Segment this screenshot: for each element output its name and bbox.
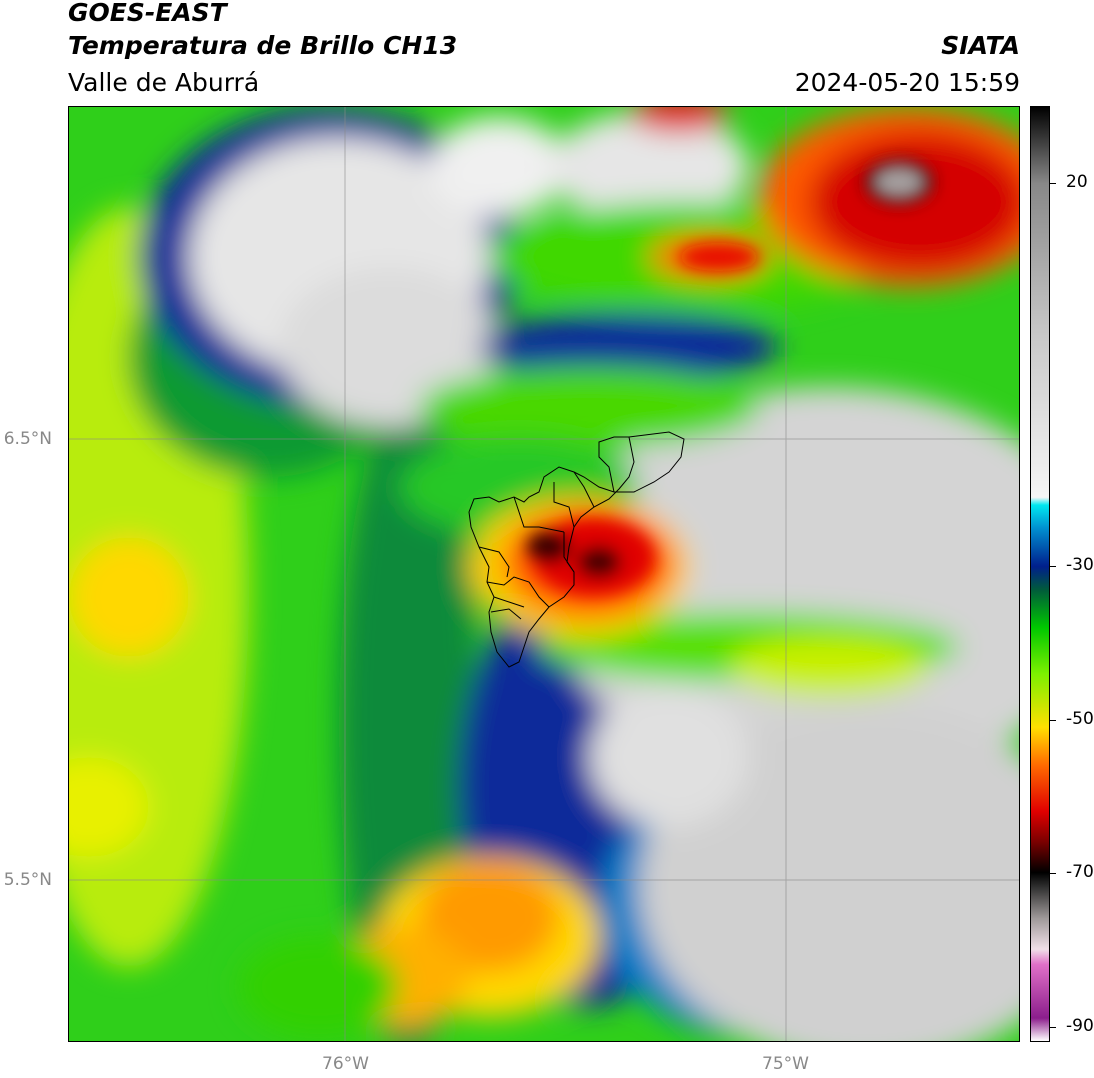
satellite-title: GOES-EAST [68, 0, 227, 27]
colorbar-tick-label: -50 [1066, 708, 1094, 729]
lon-tick-label: 75°W [762, 1054, 809, 1074]
colorbar-tick-mark [1050, 182, 1056, 184]
lat-tick-label: 6.5°N [3, 429, 52, 449]
colorbar-tick-mark [1050, 719, 1056, 721]
colorbar-tick-mark [1050, 1026, 1056, 1028]
colorbar-gradient [1031, 107, 1049, 1041]
graticule [69, 107, 1019, 1041]
cloud-cores [527, 160, 933, 595]
region-subtitle: Valle de Aburrá [68, 68, 260, 97]
colorbar-tick-mark [1050, 566, 1056, 568]
valley-boundary [468, 431, 685, 668]
colorbar-tick-label: -70 [1066, 862, 1094, 883]
datetime-label: 2024-05-20 15:59 [794, 68, 1020, 97]
colorbar-tick-label: -90 [1066, 1015, 1094, 1036]
brightness-temperature-map [68, 106, 1020, 1042]
organization-label: SIATA [941, 31, 1020, 60]
colorbar-tick-label: 20 [1066, 171, 1088, 192]
lat-tick-label: 5.5°N [3, 870, 52, 890]
product-title: Temperatura de Brillo CH13 [68, 31, 458, 60]
cloud-field [69, 107, 1019, 1041]
lon-tick-label: 76°W [322, 1054, 369, 1074]
colorbar-tick-mark [1050, 873, 1056, 875]
colorbar [1030, 106, 1050, 1042]
colorbar-tick-label: -30 [1066, 555, 1094, 576]
